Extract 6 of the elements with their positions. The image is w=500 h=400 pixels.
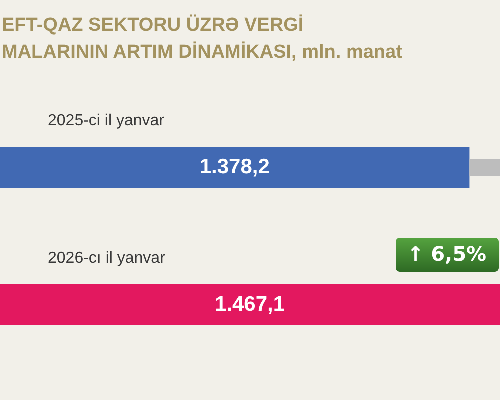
text: EFT-QAZ SEKTORU ÜZRƏ VERGİ MALARININ ARTIM DİNAMİKASI, mln. manat — [2, 14, 404, 63]
y-tick-label: 2026-cı il yanvar — [48, 250, 166, 267]
data-label: 1.467,1 — [214, 293, 286, 316]
annotation: ↑ 6,5% — [407, 242, 487, 266]
y-tick-label: 2025-ci il yanvar — [48, 112, 166, 130]
data-label: 1.378,2 — [200, 156, 270, 178]
